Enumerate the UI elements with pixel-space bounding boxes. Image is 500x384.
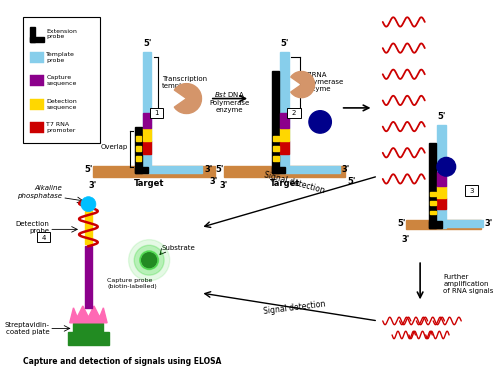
Bar: [23, 17, 100, 143]
Text: 3': 3': [204, 165, 212, 174]
Bar: [136, 146, 141, 151]
Text: Alkaline
phosphatase: Alkaline phosphatase: [18, 185, 62, 199]
Bar: [30, 99, 44, 110]
Bar: [30, 52, 44, 63]
Bar: [30, 26, 35, 41]
Text: $\it{Bst}$ DNA
Polymerase
enzyme: $\it{Bst}$ DNA Polymerase enzyme: [210, 89, 250, 113]
Text: 5': 5': [398, 219, 406, 228]
Text: 5': 5': [347, 177, 356, 186]
Text: Target: Target: [270, 179, 300, 189]
Circle shape: [140, 251, 158, 270]
Text: 3': 3': [89, 181, 97, 190]
Bar: [280, 129, 289, 141]
Bar: [273, 136, 278, 141]
Bar: [136, 136, 141, 141]
Bar: [429, 143, 436, 227]
Bar: [288, 166, 340, 173]
Bar: [30, 75, 44, 86]
Bar: [430, 211, 436, 214]
Text: Extension
probe: Extension probe: [46, 29, 77, 40]
Text: T7 RNA
promoter: T7 RNA promoter: [46, 122, 76, 133]
Bar: [272, 71, 280, 173]
Text: Signal detection: Signal detection: [262, 170, 326, 195]
Bar: [438, 186, 446, 198]
Bar: [438, 198, 446, 209]
Bar: [273, 146, 278, 151]
Bar: [134, 167, 148, 173]
Bar: [151, 166, 203, 173]
Bar: [288, 108, 300, 118]
Text: 5': 5': [280, 39, 289, 48]
Text: 5': 5': [143, 39, 152, 48]
Text: Signal detection: Signal detection: [262, 300, 326, 316]
Text: Capture and detection of signals using ELOSA: Capture and detection of signals using E…: [23, 357, 222, 366]
Text: 3': 3': [220, 181, 228, 190]
Text: 3': 3': [484, 219, 493, 228]
Bar: [143, 52, 152, 173]
Bar: [68, 332, 109, 345]
Wedge shape: [174, 84, 202, 114]
Bar: [429, 221, 442, 227]
Bar: [84, 211, 92, 244]
Text: Capture probe
(biotin-labelled): Capture probe (biotin-labelled): [107, 278, 157, 289]
Bar: [280, 52, 289, 173]
Text: T7RNA
Polymerase
enzyme: T7RNA Polymerase enzyme: [304, 72, 344, 92]
Text: 4: 4: [42, 235, 46, 241]
Text: Substrate: Substrate: [162, 245, 195, 251]
Bar: [143, 129, 152, 141]
Bar: [446, 220, 482, 227]
Wedge shape: [290, 71, 314, 98]
Bar: [134, 127, 142, 173]
Bar: [272, 167, 285, 173]
Circle shape: [437, 157, 456, 176]
Text: Overlap: Overlap: [101, 144, 128, 150]
Bar: [406, 220, 481, 229]
Text: 2: 2: [292, 109, 296, 116]
Bar: [280, 113, 289, 129]
Text: 5': 5': [84, 165, 93, 174]
Bar: [30, 37, 44, 41]
Text: Streptavidin-
coated plate: Streptavidin- coated plate: [4, 322, 49, 335]
Bar: [280, 141, 289, 154]
Bar: [150, 108, 163, 118]
Bar: [93, 166, 214, 177]
Bar: [438, 125, 446, 227]
Polygon shape: [70, 306, 107, 323]
Bar: [143, 141, 152, 154]
Circle shape: [81, 197, 96, 212]
Text: Capture
sequence: Capture sequence: [46, 75, 76, 86]
Text: 3': 3': [402, 235, 410, 244]
Text: Template
probe: Template probe: [46, 52, 75, 63]
Bar: [430, 192, 436, 196]
Bar: [224, 166, 346, 177]
Text: 5': 5': [216, 165, 224, 174]
Text: 1: 1: [154, 109, 159, 116]
Bar: [273, 157, 278, 161]
Text: Detection
probe: Detection probe: [16, 221, 49, 234]
Bar: [430, 201, 436, 205]
Bar: [465, 185, 478, 196]
Bar: [143, 113, 152, 129]
Text: 3: 3: [470, 188, 474, 194]
Text: Detection
sequence: Detection sequence: [46, 99, 77, 109]
Text: Transcription
template: Transcription template: [162, 76, 208, 89]
Circle shape: [142, 253, 156, 268]
Bar: [30, 122, 44, 133]
Bar: [136, 157, 141, 161]
Text: Further
amplification
of RNA signals: Further amplification of RNA signals: [444, 273, 494, 294]
Bar: [438, 172, 446, 186]
Circle shape: [128, 240, 170, 281]
Text: 5': 5': [438, 112, 446, 121]
Text: 3': 3': [342, 165, 350, 174]
Circle shape: [309, 111, 332, 133]
Text: Target: Target: [134, 179, 164, 189]
Bar: [74, 323, 104, 334]
Text: 3': 3': [210, 177, 218, 186]
Bar: [37, 232, 50, 242]
Circle shape: [134, 245, 164, 275]
Bar: [84, 246, 92, 308]
